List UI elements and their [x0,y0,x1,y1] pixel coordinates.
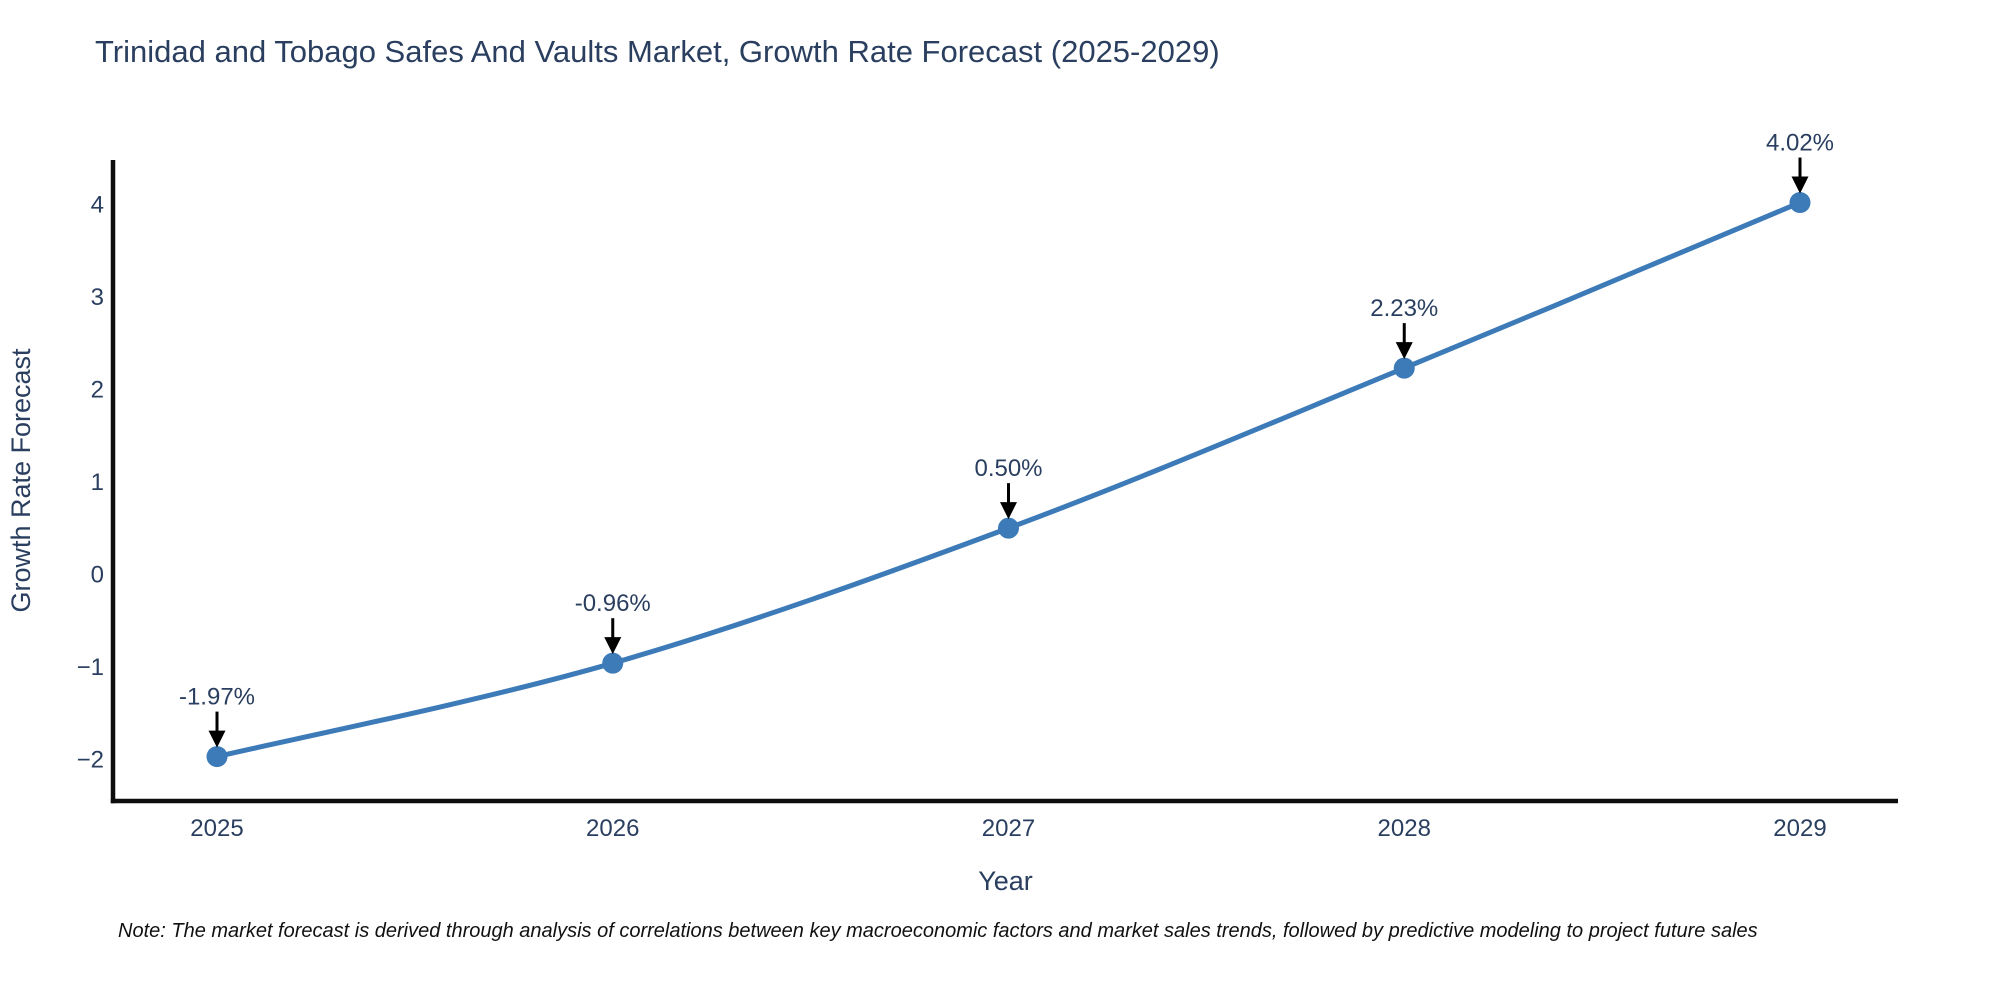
data-point [1393,357,1415,379]
annotation-arrowhead [208,730,226,748]
annotations-group: -1.97% -0.96% 0.50% 2.23% 4.02% [179,130,1834,748]
y-tick-label: 3 [91,284,104,311]
data-point [998,517,1019,539]
chart-title: Trinidad and Tobago Safes And Vaults Mar… [95,34,1220,69]
y-tick-label: −1 [77,654,104,681]
point-value-label: -1.97% [179,684,255,711]
x-tick-label: 2029 [1773,815,1826,842]
x-tick-label: 2026 [586,815,639,842]
x-tick-label: 2025 [190,815,243,842]
y-tick-label: 2 [91,376,104,403]
point-value-label: 2.23% [1370,295,1438,322]
annotation-arrowhead [1000,502,1017,520]
data-point [206,746,228,768]
y-tick-label: 1 [91,469,104,496]
point-value-label: 0.50% [974,455,1042,482]
annotation-arrowhead [1791,176,1809,194]
y-tick-label: −2 [77,746,104,773]
point-value-label: 4.02% [1766,130,1834,157]
axis-titles-group: Year Growth Rate Forecast [6,348,1033,896]
tick-labels-group: −2 −1 0 1 2 3 4 2025 2026 2027 2028 2029 [77,191,1827,842]
footnote: Note: The market forecast is derived thr… [118,920,1758,942]
y-axis-title: Growth Rate Forecast [6,348,36,613]
data-point [1789,192,1811,214]
y-tick-label: 4 [91,191,104,218]
annotation-arrowhead [1395,342,1413,360]
axes-group [110,160,1898,804]
series-group [206,192,1811,768]
x-axis-title: Year [978,866,1033,896]
annotation-arrowhead [604,637,622,655]
x-tick-label: 2028 [1378,815,1431,842]
x-tick-label: 2027 [982,815,1035,842]
point-value-label: -0.96% [575,590,651,617]
y-tick-label: 0 [91,561,104,588]
data-point [602,652,624,674]
